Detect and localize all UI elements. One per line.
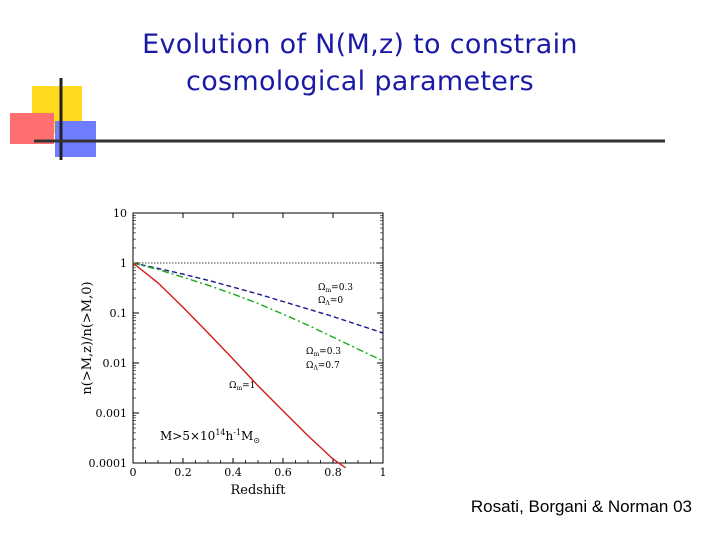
x-tick-label: 0.2	[174, 466, 192, 479]
mass-annotation-sun: ⊙	[253, 436, 260, 445]
y-axis-label: n(>M,z)/n(>M,0)	[80, 281, 95, 394]
label-flat-omega-m: Ω	[229, 381, 236, 391]
label-lambda-omega-l: Ω	[306, 361, 313, 371]
svg-text:ΩΛ=0: ΩΛ=0	[318, 296, 343, 307]
label-lambda-omega-m-sub: m	[313, 351, 319, 358]
label-open-omega-m-sub: m	[325, 287, 331, 294]
y-tick-label: 10	[113, 207, 127, 220]
y-tick-group: 10 1 0.1 0.01 0.001 0.0001	[89, 207, 383, 470]
series-group	[132, 262, 384, 469]
x-tick-label: 0.6	[274, 466, 292, 479]
label-lambda-model: Ωm=0.3 ΩΛ=0.7	[306, 347, 341, 372]
slide-title-line-1: Evolution of N(M,z) to constrain	[142, 29, 578, 60]
label-lambda-omega-l-val: =0.7	[318, 361, 340, 371]
label-flat-omega-m-val: =1	[242, 381, 255, 391]
mass-annotation-exponent: 14	[215, 428, 225, 437]
slide-title-line-2: cosmological parameters	[186, 66, 534, 97]
plot-frame	[132, 212, 384, 464]
x-tick-group: 0 0.2 0.4 0.6 0.8 1	[130, 213, 387, 479]
y-tick-label: 0.1	[110, 307, 128, 320]
label-lambda-omega-l-sub: Λ	[312, 365, 318, 372]
svg-text:Ωm=1: Ωm=1	[229, 381, 255, 392]
slide-title: Evolution of N(M,z) to constrain cosmolo…	[100, 26, 620, 100]
mass-annotation-h-exponent: -1	[233, 428, 241, 437]
label-lambda-omega-m-val: =0.3	[319, 347, 341, 357]
svg-text:Ωm=0.3: Ωm=0.3	[318, 283, 353, 294]
svg-text:Ωm=0.3: Ωm=0.3	[306, 347, 341, 358]
mass-annotation-main: M>5×10	[160, 429, 215, 443]
corner-decoration	[10, 78, 665, 160]
label-open-omega-l-sub: Λ	[324, 300, 330, 307]
x-tick-label: 0.4	[224, 466, 242, 479]
label-open-omega-l-val: =0	[330, 296, 344, 306]
mass-annotation-m: M	[241, 429, 253, 443]
mass-annotation-h: h	[226, 429, 234, 443]
y-tick-label: 0.0001	[89, 457, 128, 470]
label-open-omega-m-val: =0.3	[331, 283, 353, 293]
citation-credit: Rosati, Borgani & Norman 03	[470, 497, 692, 516]
x-axis-label: Redshift	[230, 483, 286, 498]
label-open-omega-l: Ω	[318, 296, 325, 306]
label-flat-omega-m-sub: m	[236, 385, 242, 392]
x-tick-label: 0	[130, 466, 137, 479]
svg-text:ΩΛ=0.7: ΩΛ=0.7	[306, 361, 340, 372]
series-line-1	[132, 262, 384, 362]
label-open-omega-m: Ω	[318, 283, 325, 293]
series-line-2	[132, 262, 346, 469]
label-lambda-omega-m: Ω	[306, 347, 313, 357]
y-tick-label: 1	[120, 257, 127, 270]
y-tick-label: 0.01	[103, 357, 128, 370]
series-line-0	[132, 262, 384, 334]
label-open-model: Ωm=0.3 ΩΛ=0	[318, 283, 353, 307]
decoration-red-square	[10, 113, 54, 144]
label-flat-model: Ωm=1	[229, 381, 255, 392]
redshift-evolution-chart: 0 0.2 0.4 0.6 0.8 1 10 1 0.1 0.01 0.001 0.0001 n(>…	[80, 207, 387, 498]
y-tick-label: 0.001	[96, 407, 128, 420]
mass-threshold-annotation: M>5×1014h-1M⊙	[160, 428, 260, 445]
x-tick-label: 0.8	[324, 466, 342, 479]
x-tick-label: 1	[380, 466, 387, 479]
